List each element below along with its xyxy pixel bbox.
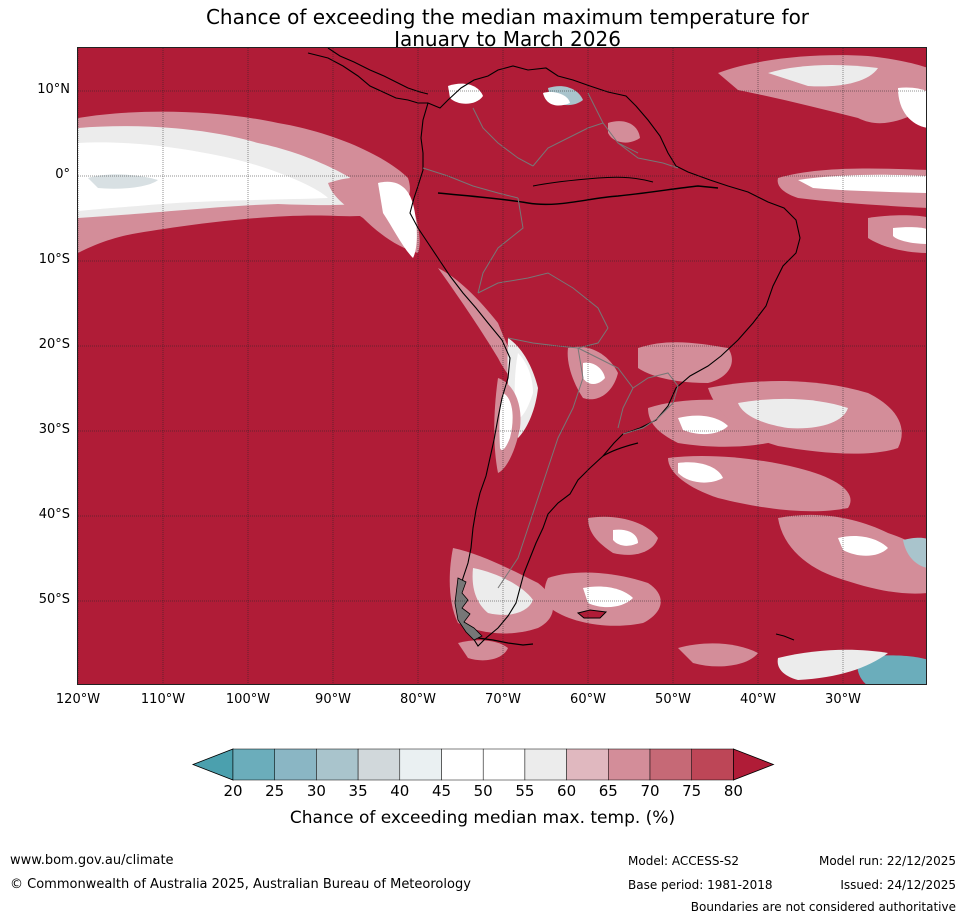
footer-model: Model: ACCESS-S2 (628, 854, 740, 868)
colorbar-cell-35-40 (357, 748, 401, 781)
colorbar-cell-50-55 (482, 748, 526, 781)
map-title-line-2: January to March 2026 (394, 27, 621, 51)
colorbar-tick-label: 30 (306, 782, 326, 800)
rio-de-la-plata (602, 442, 639, 457)
patch-south-brazil-65 (638, 342, 732, 383)
patch-andes-central-50 (514, 353, 533, 420)
patch-peru-coast-55 (378, 181, 417, 258)
probability-map (78, 48, 926, 684)
lat-label-equator: 0° (55, 167, 70, 182)
lon-label-120w: 120°W (55, 692, 101, 707)
lon-label-70w: 70°W (485, 692, 521, 707)
colorbar-tick-label: 45 (431, 782, 452, 800)
lon-label-100w: 100°W (225, 692, 271, 707)
patch-south-ocean-mid-65 (678, 643, 758, 667)
colorbar-tick-label: 75 (682, 782, 702, 800)
colorbar-tick-label: 40 (390, 782, 410, 800)
colorbar-extend-low (191, 748, 234, 781)
colorbar-title: Chance of exceeding median max. temp. (%… (289, 808, 676, 828)
south-georgia (775, 633, 795, 641)
colorbar-cell-60-65 (566, 748, 609, 781)
lon-label-50w: 50°W (655, 692, 691, 707)
colorbar-tick-label: 60 (557, 782, 577, 800)
footer-website: www.bom.gov.au/climate (10, 853, 174, 868)
patch-north-atlantic-55 (768, 65, 878, 87)
lat-label-10s: 10°S (38, 252, 70, 267)
patch-atlantic-equatorial-50 (798, 174, 926, 193)
footer-disclaimer: Boundaries are not considered authoritat… (690, 900, 956, 914)
south-america-coastline (409, 65, 801, 647)
lat-label-40s: 40°S (38, 507, 70, 522)
probability-patches (78, 55, 926, 684)
patch-guiana-65 (608, 121, 640, 143)
lat-label-50s: 50°S (38, 592, 70, 607)
colorbar-tick-label: 65 (598, 782, 618, 800)
tierra-del-fuego (477, 637, 534, 646)
country-borders (422, 92, 679, 589)
patch-south-ocean-west-65 (458, 640, 508, 661)
map-title-line-1: Chance of exceeding the median maximum t… (205, 5, 810, 29)
colorbar-tick-label: 25 (265, 782, 285, 800)
lon-label-40w: 40°W (740, 692, 776, 707)
colorbar-legend (191, 748, 775, 781)
amazon-tributary (532, 176, 654, 187)
colorbar-cell-70-75 (649, 748, 692, 781)
footer-model-run: Model run: 22/12/2025 (818, 854, 956, 868)
patch-argentina-coast-55 (613, 529, 638, 546)
lon-label-90w: 90°W (315, 692, 351, 707)
patch-caribbean-55 (448, 83, 483, 104)
colorbar-cell-55-60 (524, 748, 567, 781)
patch-north-atlantic-edge-50 (898, 87, 926, 128)
patch-andes-north-65 (438, 268, 528, 389)
patch-south-ocean-55 (777, 649, 888, 680)
lon-label-80w: 80°W (400, 692, 436, 707)
lat-label-20s: 20°S (38, 337, 70, 352)
footer-issued: Issued: 24/12/2025 (840, 878, 956, 892)
lat-label-10n: 10°N (37, 82, 70, 97)
lat-label-30s: 30°S (38, 422, 70, 437)
patch-falklands-55 (583, 586, 633, 608)
patch-se-brazil-55 (678, 415, 728, 435)
colorbar-cell-25-30 (274, 748, 317, 781)
map-panel (77, 47, 927, 685)
lon-label-60w: 60°W (570, 692, 606, 707)
colorbar-extend-high (733, 748, 775, 781)
colorbar-tick-label: 50 (473, 782, 493, 800)
patch-south-atlantic-c-65 (778, 514, 926, 594)
colorbar-tick-label: 35 (348, 782, 368, 800)
patch-equatorial-pacific-50 (78, 142, 328, 211)
patch-equatorial-pacific-40 (88, 174, 158, 189)
patch-atlantic-south-eq-50 (893, 227, 926, 244)
central-america-coastline (307, 52, 428, 104)
patch-south-ocean-40 (857, 655, 926, 684)
footer-base-period: Base period: 1981-2018 (628, 878, 773, 892)
patch-paraguay-55 (583, 362, 605, 384)
patch-south-atlantic-b-50 (678, 462, 723, 483)
colorbar-cell-40-45 (399, 748, 442, 781)
colorbar-tick-label: 70 (640, 782, 660, 800)
patch-south-atlantic-a-55 (738, 398, 848, 429)
lon-label-110w: 110°W (140, 692, 186, 707)
colorbar-tick-label: 80 (723, 782, 743, 800)
patch-south-atlantic-c-40 (903, 537, 926, 568)
colorbar-cell-45-50 (441, 748, 484, 781)
footer-copyright: © Commonwealth of Australia 2025, Austra… (10, 877, 471, 892)
patch-venezuela-50 (543, 92, 570, 106)
chilean-fjords (454, 577, 483, 641)
colorbar-tick-label: 55 (515, 782, 535, 800)
colorbar-cell-65-70 (608, 748, 651, 781)
colorbar-tick-label: 20 (223, 782, 243, 800)
colorbar-cell-75-80 (691, 748, 734, 781)
patch-south-atlantic-c-50 (838, 536, 888, 556)
gridlines (78, 48, 926, 684)
patch-west-pacific-s-65 (78, 220, 113, 246)
lon-label-30w: 30°W (825, 692, 861, 707)
colorbar-cell-20-25 (232, 748, 275, 781)
colorbar-cell-30-35 (316, 748, 359, 781)
central-america-coast-north (327, 48, 429, 95)
patch-patagonia-55 (472, 568, 533, 615)
patch-chile-north-55 (499, 393, 513, 450)
amazon-river (437, 185, 719, 206)
